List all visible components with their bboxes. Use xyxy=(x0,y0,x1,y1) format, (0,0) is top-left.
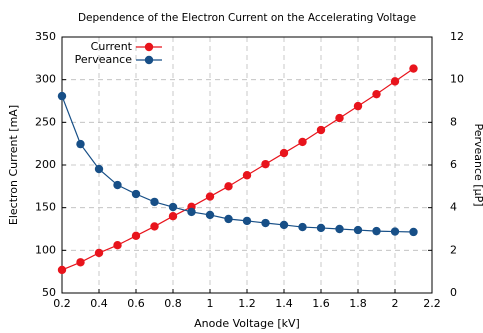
plot-frame xyxy=(61,36,433,294)
y2-tick-label: 8 xyxy=(450,115,457,128)
data-point xyxy=(372,89,381,99)
y2-tick-label: 10 xyxy=(450,73,464,86)
data-point xyxy=(76,139,85,149)
y-tick-label: 350 xyxy=(35,30,56,43)
data-point xyxy=(205,210,215,220)
x-tick-label: 0.8 xyxy=(164,297,182,310)
y-tick-label: 300 xyxy=(35,73,56,86)
data-point xyxy=(335,113,344,123)
legend-label: Current xyxy=(91,40,133,53)
y2-tick-label: 0 xyxy=(450,286,457,299)
data-point xyxy=(409,64,418,73)
data-point xyxy=(113,180,122,190)
data-point xyxy=(94,164,104,174)
data-point xyxy=(298,222,307,232)
data-point xyxy=(298,137,307,147)
data-point xyxy=(150,222,159,231)
y-axis-label: Electron Current [mA] xyxy=(7,105,20,225)
x-axis-label: Anode Voltage [kV] xyxy=(194,317,300,330)
data-point xyxy=(372,226,381,236)
data-point xyxy=(57,265,67,275)
y-tick-label: 250 xyxy=(35,115,56,128)
data-point xyxy=(94,248,104,258)
x-tick-label: 1 xyxy=(207,297,214,310)
legend-marker xyxy=(144,42,154,52)
data-point xyxy=(113,241,122,250)
x-tick-label: 1.6 xyxy=(312,297,330,310)
data-point xyxy=(131,189,141,199)
data-point xyxy=(187,207,196,217)
x-tick-label: 1.4 xyxy=(275,297,293,310)
y2-tick-label: 6 xyxy=(450,158,457,171)
y-tick-label: 150 xyxy=(35,201,56,214)
data-point xyxy=(224,182,233,191)
data-point xyxy=(76,258,85,267)
data-point xyxy=(261,218,270,228)
data-point xyxy=(205,192,215,201)
data-point xyxy=(353,225,363,235)
data-point xyxy=(150,197,159,207)
x-tick-label: 1.8 xyxy=(349,297,367,310)
y2-tick-label: 12 xyxy=(450,30,464,43)
data-point xyxy=(242,171,252,180)
y-tick-label: 100 xyxy=(35,243,56,256)
x-tick-label: 0.2 xyxy=(53,297,71,310)
x-tick-label: 2.2 xyxy=(423,297,441,310)
y2-tick-label: 4 xyxy=(450,201,457,214)
x-tick-label: 1.2 xyxy=(238,297,256,310)
data-point xyxy=(168,212,178,221)
x-tick-label: 2 xyxy=(392,297,399,310)
y2-tick-label: 2 xyxy=(450,243,457,256)
data-point xyxy=(242,216,252,226)
data-point xyxy=(279,220,289,230)
data-point xyxy=(353,101,363,111)
series-line xyxy=(61,68,414,271)
y2-axis-label: Perveance [µP] xyxy=(472,123,483,206)
data-point xyxy=(316,125,326,135)
y-tick-label: 200 xyxy=(35,158,56,171)
x-tick-label: 0.6 xyxy=(127,297,145,310)
data-point xyxy=(131,231,141,241)
data-point xyxy=(57,91,67,101)
series-line xyxy=(61,95,414,233)
data-point xyxy=(409,227,418,237)
data-point xyxy=(390,77,400,86)
data-point xyxy=(168,202,178,212)
data-point xyxy=(224,214,233,224)
data-point xyxy=(316,223,326,233)
data-point xyxy=(335,224,344,234)
data-point xyxy=(390,227,400,236)
x-tick-label: 0.4 xyxy=(90,297,108,310)
legend-marker xyxy=(144,55,154,65)
y-tick-label: 50 xyxy=(42,286,56,299)
data-point xyxy=(279,148,289,158)
legend-label: Perveance xyxy=(75,53,133,66)
data-point xyxy=(261,159,270,169)
chart-title: Dependence of the Electron Current on th… xyxy=(78,12,416,24)
